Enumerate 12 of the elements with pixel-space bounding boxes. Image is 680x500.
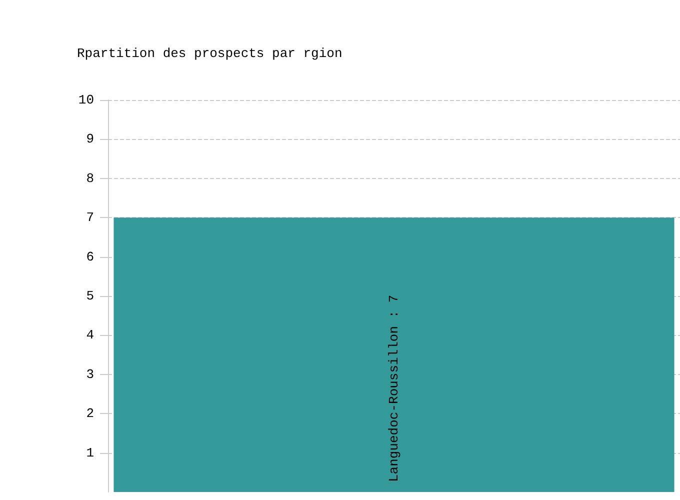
chart-title: Rpartition des prospects par rgion bbox=[77, 46, 342, 61]
y-tick-label: 6 bbox=[86, 249, 94, 264]
y-tick-label: 3 bbox=[86, 366, 94, 382]
y-tick-label: 8 bbox=[86, 170, 94, 186]
y-tick-label: 4 bbox=[86, 328, 94, 343]
y-tick-label: 9 bbox=[86, 132, 94, 147]
y-tick-label: 2 bbox=[86, 406, 94, 422]
data-label: Languedoc-Roussillon : 7 bbox=[386, 294, 402, 482]
y-tick-label: 5 bbox=[86, 288, 94, 304]
y-tick-label: 1 bbox=[86, 445, 94, 460]
y-tick-label: 7 bbox=[86, 210, 94, 226]
y-tick-label: 10 bbox=[78, 92, 94, 108]
